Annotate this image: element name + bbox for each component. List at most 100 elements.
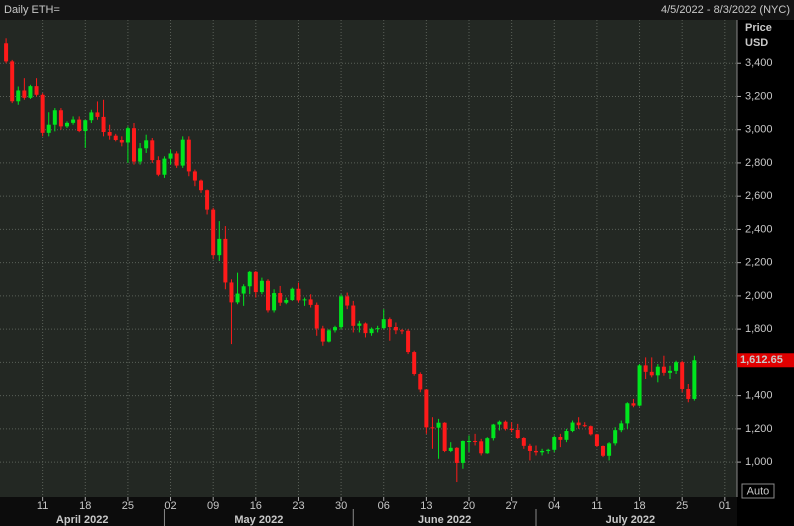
candle-body (491, 424, 496, 439)
candle-body (594, 434, 599, 446)
candle-body (515, 430, 520, 438)
date-range: 4/5/2022 - 8/3/2022 (NYC) (661, 4, 790, 16)
candle-body (46, 124, 51, 133)
month-label: June 2022 (418, 514, 471, 526)
y-tick-label: 2,800 (745, 157, 773, 169)
y-tick-label: 1,800 (745, 323, 773, 335)
month-label: April 2022 (56, 514, 109, 526)
candle-body (326, 330, 331, 342)
candle-body (266, 280, 270, 311)
candle-body (320, 328, 325, 342)
auto-button-label[interactable]: Auto (747, 485, 770, 497)
candle-body (83, 120, 88, 132)
x-tick-label: 11 (37, 500, 48, 512)
candle-body (631, 403, 636, 406)
candle-body (564, 431, 569, 440)
header-bar (0, 0, 794, 20)
candle-body (418, 374, 423, 390)
y-tick-label: 2,000 (745, 290, 773, 302)
y-tick-label: 2,400 (745, 223, 773, 235)
candle-body (570, 422, 575, 432)
candle-body (552, 437, 557, 450)
plot-area (0, 20, 737, 497)
candle-body (400, 330, 404, 332)
candle-body (119, 139, 124, 143)
y-axis-label: Price (745, 22, 772, 34)
candle-body (290, 288, 295, 301)
candle-body (65, 122, 69, 127)
candle-body (509, 428, 514, 431)
y-tick-label: 2,200 (745, 257, 773, 269)
candle-body (534, 450, 538, 453)
candle-body (168, 153, 173, 159)
candle-body (156, 160, 161, 175)
candle-body (655, 366, 660, 376)
candle-body (241, 286, 246, 294)
candle-body (351, 305, 356, 326)
candle-body (89, 112, 94, 121)
x-tick-label: 04 (548, 500, 560, 512)
candle-body (180, 139, 185, 166)
candle-body (278, 293, 283, 303)
candle-body (95, 112, 100, 117)
candle-body (607, 443, 612, 456)
candle-body (314, 304, 319, 329)
candle-body (442, 422, 447, 451)
candle-body (186, 139, 191, 172)
candle-body (381, 319, 386, 329)
candle-body (430, 427, 435, 429)
candle-body (460, 440, 465, 463)
x-tick-label: 25 (122, 500, 134, 512)
candle-body (28, 86, 33, 98)
x-tick-label: 20 (463, 500, 475, 512)
candle-body (138, 148, 143, 162)
candle-body (582, 425, 587, 427)
candle-body (588, 426, 593, 435)
candle-body (77, 119, 82, 132)
auto-button[interactable] (741, 483, 775, 499)
candle-body (192, 171, 197, 181)
candle-body (661, 366, 666, 373)
candle-body (467, 440, 471, 442)
y-tick-label: 3,400 (745, 57, 773, 69)
candle-body (4, 43, 9, 62)
candle-body (211, 209, 216, 256)
candle-body (540, 450, 545, 453)
last-price-label: 1,612.65 (740, 354, 783, 366)
candle-body (52, 110, 57, 125)
candle-body (479, 441, 484, 454)
x-tick-label: 25 (676, 500, 688, 512)
candle-body (643, 365, 648, 372)
y-tick-label: 2,600 (745, 190, 773, 202)
candle-body (674, 362, 679, 371)
candle-body (637, 365, 642, 406)
candle-body (369, 328, 374, 334)
x-tick-label: 18 (633, 500, 645, 512)
candle-body (448, 447, 453, 451)
x-tick-label: 18 (79, 500, 91, 512)
candle-body (174, 153, 179, 166)
candle-body (34, 86, 39, 95)
candle-body (284, 300, 289, 303)
candle-body (302, 299, 307, 301)
candle-body (40, 94, 45, 133)
candle-body (16, 90, 21, 102)
x-tick-label: 13 (420, 500, 432, 512)
candle-body (393, 326, 398, 331)
candle-body (363, 323, 368, 334)
candle-body (686, 388, 691, 399)
x-tick-label: 16 (250, 500, 262, 512)
candle-body (58, 110, 63, 127)
candle-body (345, 296, 350, 306)
candle-body (162, 158, 167, 175)
x-tick-label: 23 (292, 500, 304, 512)
x-tick-label: 11 (591, 500, 602, 512)
candle-body (521, 437, 526, 446)
candle-body (649, 371, 654, 376)
candle-body (22, 90, 27, 98)
candle-body (387, 319, 392, 327)
x-tick-label: 30 (335, 500, 347, 512)
month-label: May 2022 (234, 514, 283, 526)
x-tick-label: 06 (378, 500, 390, 512)
